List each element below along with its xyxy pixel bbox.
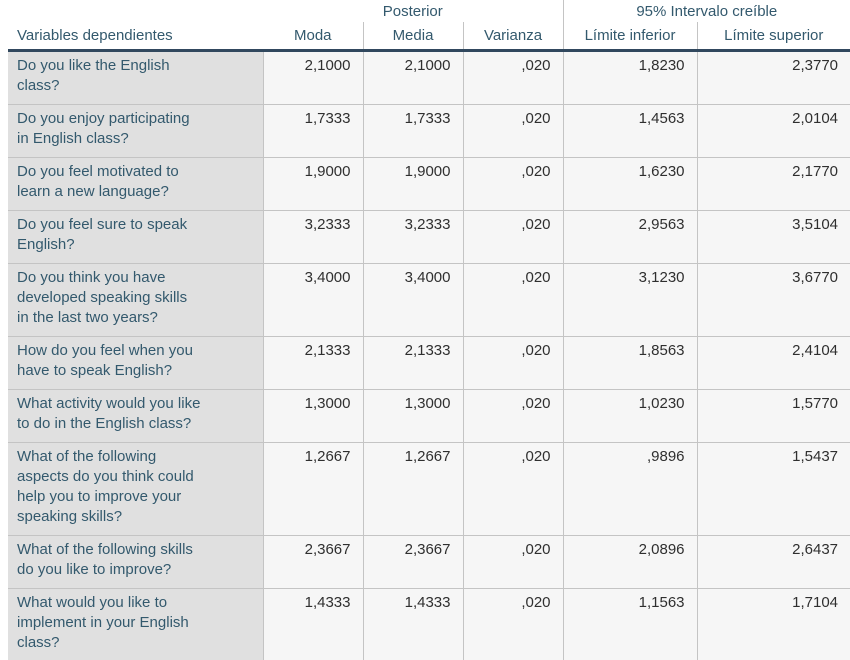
limite-inferior-value: 1,0230 [562,389,698,442]
media-value: 1,9000 [362,157,463,210]
table-row: What of the following aspects do you thi… [8,442,850,535]
row-label: What of the following skills do you like… [8,535,263,588]
table-row: Do you like the English class? 2,1000 2,… [8,50,850,104]
table-row: Do you think you have developed speaking… [8,263,850,336]
varianza-value: ,020 [462,588,564,660]
table-row: What of the following skills do you like… [8,535,850,588]
row-label: Do you feel motivated to learn a new lan… [8,157,263,210]
group-header-row: Posterior 95% Intervalo creíble [8,0,850,22]
limite-inferior-value: 2,9563 [562,210,698,263]
limite-inferior-value: 2,0896 [562,535,698,588]
table-row: Do you feel sure to speak English? 3,233… [8,210,850,263]
varianza-value: ,020 [462,389,564,442]
moda-value: 3,4000 [262,263,363,336]
varianza-value: ,020 [462,263,564,336]
varianza-value: ,020 [462,442,564,535]
moda-value: 2,1333 [262,336,363,389]
media-value: 3,4000 [362,263,463,336]
row-label: Do you feel sure to speak English? [8,210,263,263]
media-value: 3,2333 [362,210,463,263]
table-row: Do you enjoy participating in English cl… [8,104,850,157]
media-value: 2,1000 [362,50,463,104]
corner-cell [8,0,263,22]
column-header-limite-superior: Límite superior [696,22,850,50]
varianza-value: ,020 [462,336,564,389]
varianza-value: ,020 [462,157,564,210]
moda-value: 2,1000 [262,50,363,104]
row-label: How do you feel when you have to speak E… [8,336,263,389]
limite-superior-value: 2,1770 [696,157,850,210]
varianza-value: ,020 [462,535,564,588]
media-value: 1,2667 [362,442,463,535]
column-header-varianza: Varianza [462,22,564,50]
media-value: 2,1333 [362,336,463,389]
moda-value: 1,2667 [262,442,363,535]
limite-inferior-value: 1,6230 [562,157,698,210]
media-value: 2,3667 [362,535,463,588]
media-value: 1,7333 [362,104,463,157]
varianza-value: ,020 [462,50,564,104]
limite-inferior-value: 1,4563 [562,104,698,157]
row-label: Do you enjoy participating in English cl… [8,104,263,157]
limite-inferior-value: 1,8230 [562,50,698,104]
moda-value: 3,2333 [262,210,363,263]
column-header-moda: Moda [263,22,363,50]
varianza-value: ,020 [462,210,564,263]
limite-inferior-value: 3,1230 [562,263,698,336]
row-label: Do you think you have developed speaking… [8,263,263,336]
table-row: What activity would you like to do in th… [8,389,850,442]
limite-superior-value: 1,7104 [696,588,850,660]
moda-value: 2,3667 [262,535,363,588]
limite-superior-value: 2,6437 [696,535,850,588]
table-row: What would you like to implement in your… [8,588,850,660]
moda-value: 1,7333 [262,104,363,157]
column-header-limite-inferior: Límite inferior [562,22,698,50]
limite-inferior-value: ,9896 [562,442,698,535]
limite-superior-value: 1,5770 [696,389,850,442]
row-label: What would you like to implement in your… [8,588,263,660]
limite-superior-value: 3,6770 [696,263,850,336]
table-body: Do you like the English class? 2,1000 2,… [8,50,850,660]
bayesian-posterior-table: Posterior 95% Intervalo creíble Variable… [8,0,850,660]
media-value: 1,3000 [362,389,463,442]
limite-inferior-value: 1,8563 [562,336,698,389]
limite-superior-value: 2,3770 [696,50,850,104]
posterior-group-header: Posterior [263,0,564,22]
credible-interval-group-header: 95% Intervalo creíble [562,0,850,22]
moda-value: 1,3000 [262,389,363,442]
column-header-media: Media [362,22,463,50]
column-header-row: Variables dependientes Moda Media Varian… [8,22,850,50]
row-label: What of the following aspects do you thi… [8,442,263,535]
column-header-variables: Variables dependientes [8,22,263,50]
row-label: Do you like the English class? [8,50,263,104]
moda-value: 1,9000 [262,157,363,210]
table-header: Posterior 95% Intervalo creíble Variable… [8,0,850,50]
row-label: What activity would you like to do in th… [8,389,263,442]
table-row: Do you feel motivated to learn a new lan… [8,157,850,210]
table-row: How do you feel when you have to speak E… [8,336,850,389]
media-value: 1,4333 [362,588,463,660]
limite-superior-value: 2,4104 [696,336,850,389]
limite-superior-value: 3,5104 [696,210,850,263]
limite-inferior-value: 1,1563 [562,588,698,660]
limite-superior-value: 1,5437 [696,442,850,535]
varianza-value: ,020 [462,104,564,157]
moda-value: 1,4333 [262,588,363,660]
limite-superior-value: 2,0104 [696,104,850,157]
